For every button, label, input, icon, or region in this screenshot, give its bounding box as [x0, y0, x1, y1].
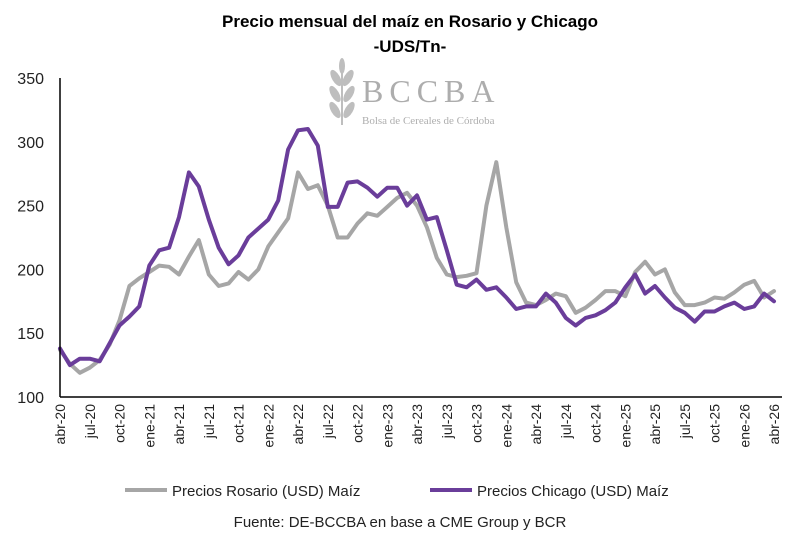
watermark-name: BCCBA: [362, 73, 500, 109]
x-tick-label: abr-22: [290, 404, 306, 445]
source-note: Fuente: DE-BCCBA en base a CME Group y B…: [234, 514, 567, 531]
y-tick-label: 150: [17, 326, 44, 343]
y-tick-label: 200: [17, 262, 44, 279]
chart-title: Precio mensual del maíz en Rosario y Chi…: [222, 12, 598, 31]
y-tick-label: 350: [17, 71, 44, 88]
legend-label-rosario: Precios Rosario (USD) Maíz: [172, 483, 360, 500]
x-tick-label: oct-20: [112, 404, 128, 443]
legend: Precios Rosario (USD) Maíz Precios Chica…: [125, 483, 669, 500]
y-tick-label: 100: [17, 390, 44, 407]
x-tick-label: jul-24: [558, 404, 574, 439]
legend-label-chicago: Precios Chicago (USD) Maíz: [477, 483, 669, 500]
x-tick-label: jul-21: [201, 404, 217, 439]
y-tick-label: 300: [17, 135, 44, 152]
x-tick-label: oct-22: [350, 404, 366, 443]
x-tick-label: abr-24: [528, 404, 544, 445]
series-line-chicago: [60, 129, 774, 365]
legend-item-chicago: Precios Chicago (USD) Maíz: [430, 483, 669, 500]
y-tick-label: 250: [17, 199, 44, 216]
x-tick-label: abr-26: [766, 404, 782, 445]
legend-item-rosario: Precios Rosario (USD) Maíz: [125, 483, 360, 500]
x-tick-label: abr-21: [171, 404, 187, 445]
x-tick-label: ene-23: [379, 404, 395, 448]
x-tick-label: abr-23: [409, 404, 425, 445]
x-tick-label: ene-22: [260, 404, 276, 448]
watermark-subtitle: Bolsa de Cereales de Córdoba: [362, 115, 495, 127]
x-tick-label: oct-25: [707, 404, 723, 443]
wheat-icon: [327, 58, 357, 125]
x-tick-label: jul-23: [439, 404, 455, 439]
x-tick-label: ene-26: [736, 404, 752, 448]
x-tick-label: jul-25: [677, 404, 693, 439]
x-tick-label: abr-25: [647, 404, 663, 445]
x-tick-label: jul-20: [82, 404, 98, 439]
x-tick-label: oct-24: [588, 404, 604, 443]
x-tick-label: abr-20: [52, 404, 68, 445]
watermark-logo: BCCBA Bolsa de Cereales de Córdoba: [327, 58, 500, 127]
x-tick-label: jul-22: [320, 404, 336, 439]
x-tick-label: ene-21: [141, 404, 157, 448]
x-tick-label: oct-21: [231, 404, 247, 443]
chart-subtitle: -UDS/Tn-: [374, 37, 447, 56]
x-tick-label: ene-25: [617, 404, 633, 448]
x-tick-label: oct-23: [469, 404, 485, 443]
x-tick-label: ene-24: [498, 404, 514, 448]
